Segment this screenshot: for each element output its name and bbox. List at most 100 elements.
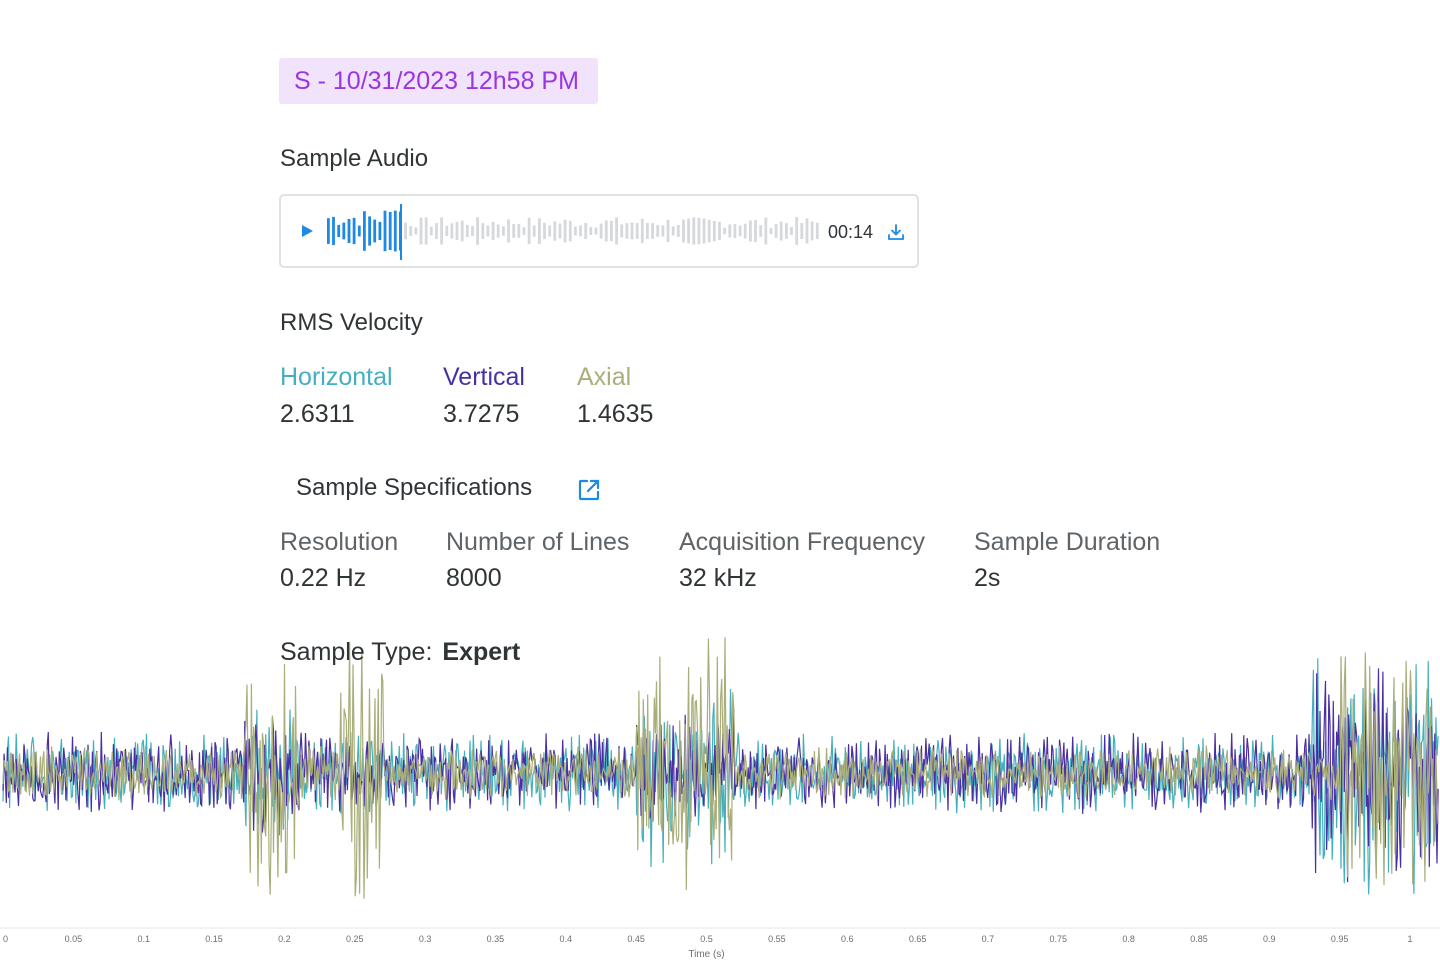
waveform-bar [682,219,685,243]
rms-velocity-title: RMS Velocity [280,309,423,336]
waveform-bar [702,218,706,244]
waveform-bar [368,216,371,246]
spec-duration-value: 2s [974,564,1001,592]
spec-resolution-value: 0.22 Hz [280,564,367,592]
audio-waveform[interactable] [327,202,821,260]
waveform-bar [723,227,726,235]
waveform-bar [584,223,588,239]
x-tick-label: 0.8 [1122,934,1135,944]
waveform-bar [327,218,330,244]
x-tick-label: 0.95 [1331,934,1349,944]
waveform-bar [527,217,531,245]
x-tick-label: 0.3 [419,934,432,944]
x-tick-label: 0.2 [278,934,291,944]
rms-axial-label: Axial [577,363,632,391]
waveform-bar [646,223,649,239]
waveform-bar [589,227,593,235]
waveform-bar [800,223,804,239]
waveform-bar [496,224,500,238]
x-tick-label: 0.1 [137,934,150,944]
waveform-bar [712,221,716,242]
x-tick-label: 0.65 [909,934,927,944]
waveform-bar [615,217,618,245]
sample-type-label: Sample Type: [280,638,433,666]
rms-horizontal-label: Horizontal [280,363,393,391]
waveform-bar [620,224,624,238]
x-tick-label: 0.6 [841,934,854,944]
x-tick-label: 0.4 [560,934,573,944]
rms-vertical-value: 3.7275 [443,400,520,428]
x-tick-label: 0.85 [1190,934,1208,944]
waveform-bar [635,223,639,239]
waveform-bar [594,227,598,235]
spec-lines-label: Number of Lines [446,528,630,556]
waveform-bar [785,223,788,239]
waveform-bar [476,217,479,245]
waveform-bar [512,224,516,238]
x-tick-label: 0 [3,934,8,944]
waveform-bar [538,218,541,244]
waveform-bar [419,217,423,245]
rms-vertical: Vertical 3.7275 [443,363,525,429]
x-tick-label: 0.05 [65,934,83,944]
waveform-bar [532,225,536,237]
play-icon[interactable] [299,223,315,239]
sample-audio-title: Sample Audio [280,145,429,172]
waveform-bar [465,224,469,238]
waveform-bar [568,220,572,242]
waveform-bar [543,222,546,240]
external-link-icon[interactable] [576,477,602,503]
waveform-bar [548,225,552,237]
waveform-bar [450,223,454,239]
waveform-bar [764,217,768,245]
waveform-bar [373,219,377,243]
waveform-bar [383,210,387,252]
waveform-bar [676,225,680,237]
spec-frequency-value: 32 kHz [679,564,757,592]
waveform-bar [424,217,428,245]
waveform-bar [440,217,443,245]
waveform-bar [357,225,361,237]
waveform-bar [363,211,366,251]
spec-resolution-label: Resolution [280,528,399,556]
waveform-bar [671,226,675,236]
waveform-bar [352,217,356,245]
waveform-bar [754,219,757,243]
waveform-bar [522,227,526,235]
waveform-bar [651,223,654,239]
spec-duration-label: Sample Duration [974,528,1161,556]
waveform-bar [455,221,459,240]
waveform-bar [414,227,418,235]
waveform-bar [429,226,433,236]
waveform-bar [656,225,660,237]
x-tick-label: 0.9 [1263,934,1276,944]
waveform-bar [805,218,809,244]
waveform-bar [779,221,783,241]
download-icon[interactable] [886,222,906,242]
waveform-bar [409,226,413,236]
series-line-axial [2,637,1439,899]
waveform-bar [460,220,464,242]
spec-frequency-label: Acquisition Frequency [679,528,925,556]
waveform-bar [769,227,773,235]
waveform-bar [630,222,634,240]
waveform-bar [486,225,490,237]
x-tick-label: 0.7 [982,934,995,944]
waveform-bar [743,223,747,239]
waveform-bar [728,224,732,238]
waveform-bar [445,225,449,237]
waveform-bar [738,225,742,237]
rms-horizontal-value: 2.6311 [280,400,355,428]
x-tick-label: 0.15 [205,934,223,944]
spec-lines-value: 8000 [446,564,502,592]
waveform-bar [507,219,510,243]
waveform-bar [553,221,557,241]
waveform-bar [733,224,737,238]
waveform-bar [610,220,613,242]
x-axis-title: Time (s) [688,949,724,960]
x-tick-label: 0.25 [346,934,364,944]
waveform-bar [666,219,670,243]
waveform-bar [517,224,521,238]
playhead[interactable] [400,204,402,260]
waveform-bar [599,223,603,239]
